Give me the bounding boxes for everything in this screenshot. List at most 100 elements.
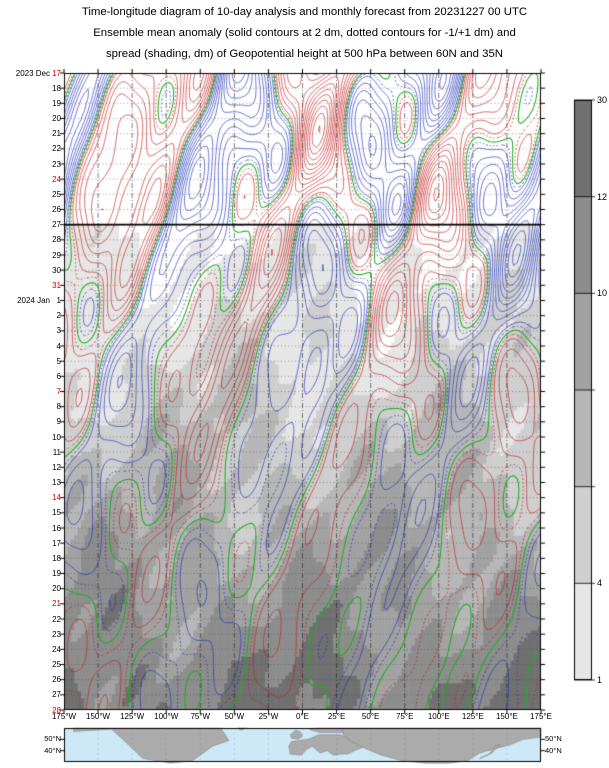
y-tick-label: 3 — [0, 326, 61, 335]
y-tick-label: 2023 Dec 17 — [0, 69, 61, 78]
y-tick-label: 13 — [0, 478, 61, 487]
x-tick-label: 100°W — [154, 712, 179, 721]
y-tick-day: 8 — [56, 402, 61, 412]
y-tick-day: 21 — [52, 129, 61, 139]
y-tick-day: 17 — [52, 538, 61, 548]
y-tick-label: 12 — [0, 463, 61, 472]
x-tick-label: 50°W — [224, 712, 245, 721]
y-tick-label: 26 — [0, 675, 61, 684]
y-tick-day: 23 — [52, 159, 61, 169]
x-tick-label: 125°W — [120, 712, 145, 721]
y-tick-day: 17 — [52, 68, 61, 78]
y-tick-label: 24 — [0, 175, 61, 184]
x-tick-label: 150°E — [495, 712, 518, 721]
y-tick-day: 21 — [52, 599, 61, 609]
colorbar-tick-label: 12 — [597, 191, 608, 202]
y-tick-label: 28 — [0, 235, 61, 244]
colorbar-tick-label: 30 — [597, 95, 608, 105]
y-tick-day: 20 — [52, 584, 61, 594]
y-tick-day: 9 — [56, 417, 61, 427]
y-tick-day: 24 — [52, 644, 61, 654]
map-lat-label-left: 50°N — [44, 734, 61, 744]
map-lat-label-right: 50°N — [545, 734, 562, 744]
y-tick-day: 5 — [56, 356, 61, 366]
y-tick-month-prefix: 2024 Jan — [17, 296, 50, 305]
y-tick-day: 27 — [52, 220, 61, 230]
y-tick-label: 25 — [0, 660, 61, 669]
y-tick-day: 22 — [52, 614, 61, 624]
y-tick-label: 23 — [0, 160, 61, 169]
y-tick-label: 4 — [0, 342, 61, 351]
y-tick-label: 20 — [0, 584, 61, 593]
y-tick-day: 13 — [52, 478, 61, 487]
title-line-3: spread (shading, dm) of Geopotential hei… — [105, 48, 504, 60]
title-line-2: Ensemble mean anomaly (solid contours at… — [93, 27, 516, 39]
y-tick-label: 15 — [0, 508, 61, 517]
y-tick-label: 27 — [0, 220, 61, 229]
y-tick-day: 25 — [52, 660, 61, 669]
y-tick-label: 16 — [0, 524, 61, 533]
x-tick-label: 25°W — [258, 712, 279, 721]
y-tick-day: 1 — [56, 296, 61, 305]
y-tick-day: 14 — [52, 493, 61, 503]
y-tick-day: 23 — [52, 629, 61, 639]
y-tick-label: 17 — [0, 539, 61, 548]
y-tick-day: 28 — [52, 705, 61, 715]
y-tick-label: 29 — [0, 251, 61, 260]
y-tick-day: 2 — [56, 311, 61, 321]
y-tick-label: 25 — [0, 190, 61, 199]
y-tick-label: 31 — [0, 281, 61, 290]
y-tick-day: 18 — [52, 83, 61, 93]
y-tick-day: 16 — [52, 523, 61, 533]
y-tick-label: 5 — [0, 357, 61, 366]
x-tick-label: 0°E — [296, 712, 309, 721]
x-tick-label: 150°W — [86, 712, 111, 721]
y-tick-day: 4 — [56, 341, 61, 351]
y-tick-day: 27 — [52, 690, 61, 700]
x-tick-label: 25°E — [327, 712, 346, 721]
y-tick-day: 25 — [52, 189, 61, 199]
y-tick-day: 19 — [52, 569, 61, 578]
x-tick-label: 175°W — [51, 712, 77, 721]
y-tick-label: 2024 Jan 1 — [0, 296, 61, 305]
y-tick-day: 6 — [56, 371, 61, 381]
colorbar-tick-label: 10 — [597, 288, 608, 299]
x-tick-label: 100°E — [427, 712, 450, 721]
y-tick-label: 7 — [0, 387, 61, 396]
y-tick-label: 11 — [0, 448, 61, 457]
x-tick-label: 125°E — [461, 712, 484, 721]
y-tick-label: 27 — [0, 690, 61, 699]
map-lat-label-left: 40°N — [44, 745, 61, 755]
y-tick-label: 18 — [0, 84, 61, 93]
x-tick-label: 50°E — [361, 712, 380, 721]
y-tick-day: 24 — [52, 174, 61, 184]
y-tick-day: 18 — [52, 553, 61, 563]
y-tick-label: 14 — [0, 493, 61, 502]
y-tick-day: 10 — [52, 432, 61, 442]
y-tick-day: 28 — [52, 235, 61, 245]
y-tick-label: 19 — [0, 99, 61, 108]
colorbar-tick-label: 4 — [597, 578, 603, 589]
y-tick-day: 26 — [52, 675, 61, 685]
x-tick-label: 175°E — [530, 712, 552, 721]
y-tick-day: 3 — [56, 326, 61, 336]
y-tick-label: 10 — [0, 433, 61, 442]
y-tick-day: 7 — [56, 387, 61, 396]
x-tick-label: 75°E — [395, 712, 414, 721]
y-tick-label: 21 — [0, 599, 61, 608]
y-tick-day: 20 — [52, 114, 61, 123]
colorbar-tick-label: 1 — [597, 675, 603, 685]
map-lat-label-right: 40°N — [545, 745, 562, 755]
y-tick-day: 26 — [52, 205, 61, 214]
y-tick-day: 22 — [52, 144, 61, 154]
y-tick-day: 31 — [52, 280, 61, 290]
y-tick-month-prefix: 2023 Dec — [15, 68, 50, 78]
y-tick-label: 30 — [0, 266, 61, 275]
y-tick-day: 12 — [52, 462, 61, 472]
y-tick-label: 26 — [0, 205, 61, 214]
y-tick-label: 18 — [0, 554, 61, 563]
y-tick-label: 19 — [0, 569, 61, 578]
y-tick-label: 2 — [0, 311, 61, 320]
